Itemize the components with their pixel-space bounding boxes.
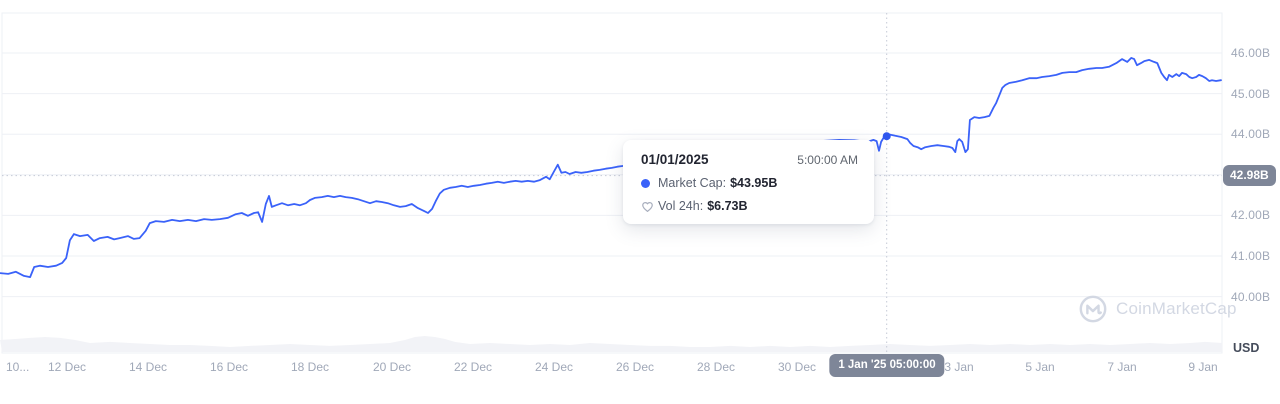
tooltip-row: Market Cap: $43.95B bbox=[641, 176, 858, 190]
market-cap-line bbox=[0, 57, 1222, 278]
x-tick-label: 9 Jan bbox=[1188, 360, 1218, 374]
watermark-text: CoinMarketCap bbox=[1116, 299, 1237, 318]
tooltip-date: 01/01/2025 bbox=[641, 152, 709, 167]
x-tick-label: 14 Dec bbox=[128, 360, 168, 374]
currency-unit-label: USD bbox=[1233, 341, 1260, 355]
chart-tooltip: 01/01/2025 5:00:00 AM Market Cap: $43.95B… bbox=[623, 140, 874, 224]
tooltip-time: 5:00:00 AM bbox=[797, 153, 858, 167]
x-crosshair-badge: 1 Jan '25 05:00:00 bbox=[829, 354, 945, 377]
y-tick-label: 40.00B bbox=[1231, 290, 1271, 304]
x-tick-label: 16 Dec bbox=[209, 360, 249, 374]
tooltip-rows: Market Cap: $43.95B Vol 24h: $6.73B bbox=[641, 176, 858, 213]
x-tick-label: 24 Dec bbox=[534, 360, 574, 374]
x-tick-label: 18 Dec bbox=[290, 360, 330, 374]
tooltip-row-label: Vol 24h: bbox=[658, 199, 704, 213]
tooltip-row-value: $43.95B bbox=[730, 176, 778, 190]
x-tick-label: 12 Dec bbox=[47, 360, 87, 374]
x-tick-label: 22 Dec bbox=[453, 360, 493, 374]
x-tick-label: 7 Jan bbox=[1107, 360, 1137, 374]
y-tick-label: 44.00B bbox=[1231, 127, 1271, 141]
tooltip-row-label: Market Cap: bbox=[658, 176, 727, 190]
blue-dot-icon bbox=[641, 178, 650, 188]
x-tick-label: 5 Jan bbox=[1025, 360, 1055, 374]
y-tick-label: 45.00B bbox=[1231, 87, 1271, 101]
y-tick-label: 42.00B bbox=[1231, 208, 1271, 222]
plot-border bbox=[1, 12, 1223, 354]
y-tick-label: 46.00B bbox=[1231, 46, 1271, 60]
tooltip-header: 01/01/2025 5:00:00 AM bbox=[641, 152, 858, 167]
volume-area bbox=[0, 336, 1223, 352]
x-tick-label: 30 Dec bbox=[777, 360, 817, 374]
x-tick-label: 26 Dec bbox=[615, 360, 655, 374]
x-tick-label: 28 Dec bbox=[696, 360, 736, 374]
x-tick-label: 20 Dec bbox=[372, 360, 412, 374]
market-cap-dot-icon bbox=[641, 178, 658, 188]
watermark: CoinMarketCap bbox=[1078, 294, 1237, 324]
tooltip-row: Vol 24h: $6.73B bbox=[641, 199, 858, 213]
y-crosshair-badge: 42.98B bbox=[1223, 165, 1276, 186]
tooltip-row-value: $6.73B bbox=[707, 199, 748, 213]
hover-dot bbox=[882, 132, 891, 141]
coinmarketcap-logo-icon bbox=[1079, 295, 1107, 323]
y-tick-label: 41.00B bbox=[1231, 249, 1271, 263]
heart-icon bbox=[641, 200, 658, 213]
x-tick-label: 10... bbox=[6, 360, 30, 374]
x-tick-label: 3 Jan bbox=[944, 360, 974, 374]
